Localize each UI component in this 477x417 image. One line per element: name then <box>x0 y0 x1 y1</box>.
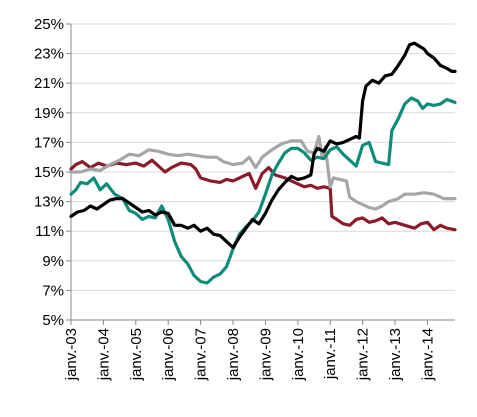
y-tick-label: 17% <box>34 134 64 151</box>
y-tick-label: 11% <box>35 223 64 240</box>
y-tick-label: 21% <box>34 75 64 92</box>
series-line-3 <box>71 98 455 283</box>
series-line-4 <box>71 43 455 247</box>
y-tick-label: 15% <box>34 164 64 181</box>
x-tick-label: janv.-09 <box>257 328 274 381</box>
y-tick-label: 7% <box>42 282 64 299</box>
x-tick-labels: janv.-03 janv.-04 janv.-05 janv.-06 janv.-07… <box>63 328 436 381</box>
x-tick-label: janv.-11 <box>322 328 339 380</box>
y-tick-label: 23% <box>34 46 64 63</box>
y-tick-label: 19% <box>34 105 64 122</box>
series-lines <box>71 43 455 283</box>
x-tick-label: janv.-07 <box>193 328 210 381</box>
x-tick-label: janv.-04 <box>95 328 112 381</box>
y-tick-labels: 5% 7% 9% 11% 13% 15% 17% 19% 21% 23% 25% <box>34 16 64 329</box>
x-tick-label: janv.-08 <box>225 328 242 381</box>
x-tick-label: janv.-10 <box>290 328 307 381</box>
x-tick-label: janv.-14 <box>419 328 436 381</box>
y-tick-label: 9% <box>42 253 64 270</box>
x-tick-label: janv.-06 <box>160 328 177 381</box>
x-tick-label: janv.-03 <box>63 328 80 381</box>
y-tick-label: 13% <box>34 194 64 211</box>
y-tick-label: 25% <box>34 16 64 33</box>
x-tick-label: janv.-12 <box>355 328 372 381</box>
x-tick-label: janv.-13 <box>387 328 404 381</box>
x-tick-label: janv.-05 <box>128 328 145 381</box>
y-tick-label: 5% <box>42 312 64 329</box>
